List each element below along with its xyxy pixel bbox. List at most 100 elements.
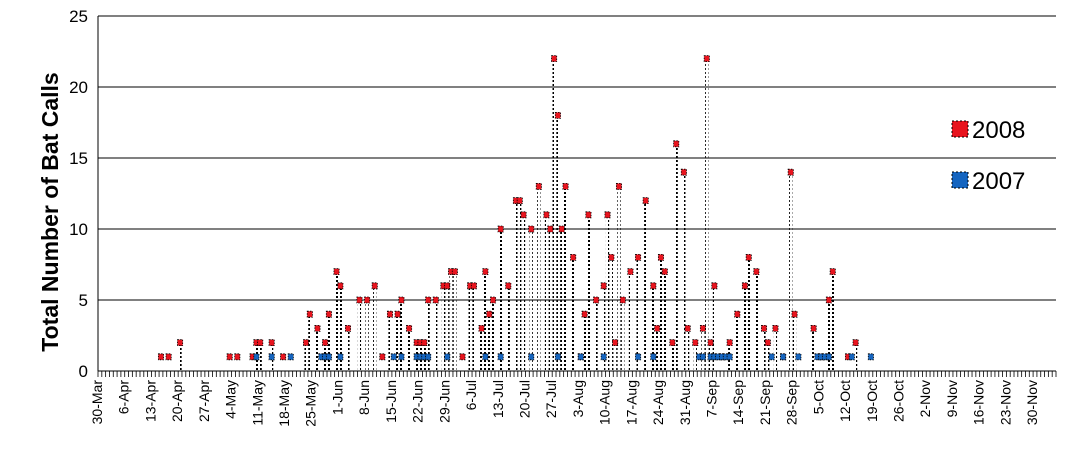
- data-point-2007: [768, 353, 775, 361]
- marker: [558, 225, 565, 233]
- y-tick-label: 0: [79, 362, 88, 381]
- x-tick-label: 19-Oct: [864, 380, 880, 422]
- marker: [554, 353, 561, 361]
- marker: [554, 112, 561, 119]
- x-tick-label: 4-May: [223, 380, 239, 419]
- dotted-column: [628, 271, 633, 371]
- x-tick-label: 24-Aug: [650, 380, 666, 425]
- data-point-2007: [635, 353, 642, 361]
- data-point-2007: [337, 353, 344, 361]
- marker: [829, 268, 836, 276]
- dotted-column: [602, 285, 606, 371]
- data-point-2008: [615, 182, 622, 371]
- marker: [753, 268, 760, 276]
- marker: [322, 339, 329, 347]
- dotted-column: [483, 271, 487, 371]
- dotted-column: [789, 172, 793, 371]
- data-point-2008: [741, 282, 748, 371]
- data-point-2008: [306, 310, 313, 371]
- data-point-2008: [619, 296, 626, 371]
- x-tick-label: 20-Apr: [169, 380, 185, 422]
- legend: 2008 2007: [951, 117, 1025, 195]
- data-point-2008: [406, 324, 413, 371]
- marker: [451, 268, 458, 276]
- data-point-2008: [451, 268, 458, 371]
- marker: [478, 324, 485, 332]
- dotted-column: [334, 271, 339, 371]
- marker: [585, 211, 592, 219]
- marker: [337, 353, 344, 361]
- data-point-2008: [333, 268, 340, 371]
- marker: [325, 310, 332, 318]
- x-tick-label: 15-Jun: [383, 380, 399, 423]
- data-point-2008: [585, 211, 592, 371]
- dotted-column: [674, 143, 678, 371]
- x-tick-label: 20-Jul: [516, 380, 532, 418]
- dotted-column: [453, 271, 457, 371]
- data-point-2008: [604, 211, 611, 371]
- dotted-column: [365, 300, 369, 371]
- dotted-column: [506, 285, 510, 371]
- data-point-2008: [669, 339, 676, 371]
- data-point-2008: [337, 282, 344, 371]
- marker: [661, 268, 668, 276]
- dotted-column: [399, 300, 404, 371]
- marker: [810, 324, 817, 332]
- marker: [825, 353, 832, 361]
- data-point-2007: [795, 353, 802, 361]
- marker: [234, 353, 241, 361]
- marker: [562, 182, 569, 190]
- marker: [470, 282, 477, 290]
- dotted-column: [792, 314, 797, 371]
- marker: [535, 182, 542, 190]
- marker: [486, 310, 493, 318]
- data-point-2007: [577, 353, 584, 361]
- dotted-column: [655, 328, 659, 371]
- dotted-column: [552, 58, 556, 371]
- marker: [516, 197, 523, 205]
- data-point-2008: [535, 182, 542, 371]
- marker: [650, 282, 657, 290]
- marker: [543, 211, 550, 219]
- dotted-column: [663, 271, 667, 371]
- data-point-2008: [280, 353, 287, 361]
- legend-label-2008: 2008: [972, 117, 1025, 144]
- data-point-2008: [581, 310, 588, 371]
- data-point-2007: [398, 353, 405, 361]
- dotted-column: [491, 300, 495, 371]
- marker: [764, 339, 771, 347]
- marker: [528, 353, 535, 361]
- data-point-2008: [734, 310, 741, 371]
- data-point-2008: [657, 253, 664, 371]
- data-point-2008: [528, 225, 535, 371]
- dotted-column: [712, 285, 717, 371]
- marker: [432, 296, 439, 304]
- marker: [726, 339, 733, 347]
- marker: [333, 268, 340, 276]
- legend-swatch-2008: [951, 120, 969, 138]
- data-point-2008: [425, 296, 432, 371]
- dotted-column: [487, 314, 491, 371]
- marker: [684, 324, 691, 332]
- x-tick-label: 29-Jun: [436, 380, 452, 423]
- dotted-column: [651, 285, 655, 371]
- dotted-column: [441, 285, 446, 371]
- data-point-2008: [512, 197, 519, 371]
- data-point-2007: [482, 353, 489, 361]
- x-tick-label: 27-Jul: [543, 380, 559, 418]
- x-tick-label: 2-Nov: [917, 380, 933, 417]
- marker: [867, 353, 874, 361]
- dotted-column: [705, 58, 709, 371]
- marker: [848, 353, 855, 361]
- marker: [421, 339, 428, 347]
- data-point-2008: [482, 268, 489, 371]
- marker: [520, 211, 527, 219]
- dotted-column: [682, 172, 686, 371]
- y-axis-title: Total Number of Bat Calls: [37, 72, 63, 351]
- dotted-column: [743, 285, 747, 371]
- dotted-column: [617, 186, 621, 371]
- marker: [165, 353, 172, 361]
- marker: [619, 296, 626, 304]
- marker: [444, 282, 451, 290]
- dotted-column: [812, 328, 816, 371]
